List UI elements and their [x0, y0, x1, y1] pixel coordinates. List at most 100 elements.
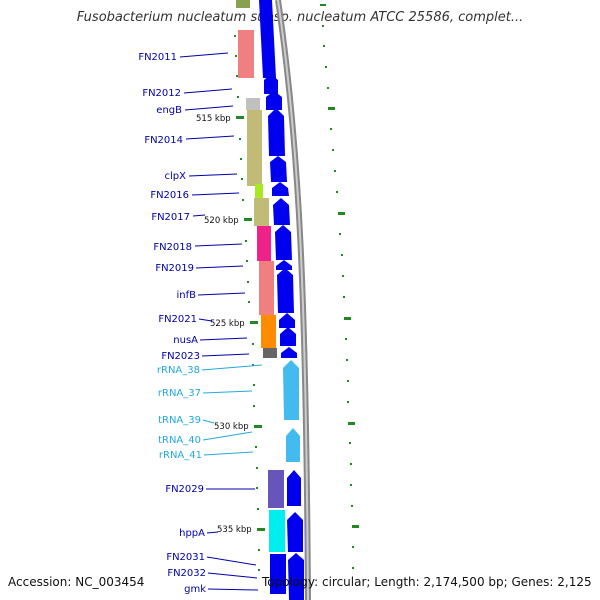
leader-line	[192, 214, 206, 217]
scale-tick-minor	[256, 467, 258, 469]
gene-label[interactable]: FN2012	[142, 88, 181, 99]
leader-line	[194, 243, 243, 247]
scale-tick-minor	[239, 138, 241, 140]
cog-block	[246, 98, 260, 110]
gene-label[interactable]: FN2014	[144, 135, 183, 146]
kbp-labels: 515 kbp 520 kbp 525 kbp 530 kbp 535 kbp	[196, 114, 252, 535]
gene-label[interactable]: gmk	[184, 584, 206, 595]
scale-tick-minor	[341, 254, 343, 256]
map-title: Fusobacterium nucleatum subsp. nucleatum…	[76, 10, 524, 25]
rna-label[interactable]: rRNA_38	[157, 365, 200, 376]
scale-tick-major	[320, 4, 326, 6]
scale-ticks	[234, 4, 359, 571]
leader-line	[201, 364, 263, 371]
rna-label[interactable]: tRNA_39	[158, 415, 201, 426]
leader-line	[207, 572, 258, 579]
cds-arrow	[268, 108, 285, 156]
scale-tick-major	[254, 425, 262, 428]
gene-label[interactable]: clpX	[165, 171, 187, 182]
cds-arrow	[273, 198, 290, 225]
scale-tick-minor	[257, 508, 259, 510]
gene-label[interactable]: FN2031	[166, 552, 205, 563]
leader-line	[183, 88, 233, 94]
scale-tick-minor	[235, 55, 237, 57]
gene-label[interactable]: infB	[177, 290, 197, 301]
feature-arrows	[259, 0, 304, 600]
scale-tick-minor	[322, 25, 324, 27]
scale-tick-minor	[256, 487, 258, 489]
leader-line	[206, 556, 257, 566]
cds-arrow	[264, 74, 278, 94]
rna-label[interactable]: rRNA_41	[159, 450, 202, 461]
scale-tick-minor	[327, 87, 329, 89]
leader-line	[185, 135, 235, 140]
leader-line	[201, 353, 250, 357]
scale-tick-minor	[325, 66, 327, 68]
leader-lines	[179, 52, 263, 591]
scale-tick-minor	[346, 359, 348, 361]
scale-tick-major	[328, 107, 335, 110]
scale-tick-minor	[323, 45, 325, 47]
leader-line	[191, 192, 240, 196]
rna-label[interactable]: rRNA_37	[158, 388, 201, 399]
scale-tick-minor	[245, 240, 247, 242]
scale-tick-minor	[352, 567, 354, 569]
scale-tick-minor	[336, 191, 338, 193]
scale-tick-major	[344, 317, 351, 320]
leader-line	[184, 105, 234, 111]
scale-tick-major	[338, 212, 345, 215]
scale-tick-minor	[255, 446, 257, 448]
scale-tick-minor	[352, 546, 354, 548]
scale-tick-minor	[253, 405, 255, 407]
cog-block	[268, 470, 284, 508]
gene-label[interactable]: FN2032	[167, 568, 206, 579]
scale-tick-major	[236, 116, 244, 119]
cds-arrow	[276, 260, 292, 270]
gene-label[interactable]: FN2016	[150, 190, 189, 201]
scale-tick-minor	[345, 338, 347, 340]
leader-line	[188, 173, 238, 177]
cog-blocks	[236, 0, 286, 594]
cog-block	[236, 0, 250, 8]
gene-label[interactable]: FN2018	[153, 242, 192, 253]
leader-line	[199, 337, 248, 341]
cds-arrow	[281, 347, 297, 358]
scale-tick-major	[348, 422, 355, 425]
scale-tick-minor	[332, 149, 334, 151]
cds-arrow	[287, 470, 301, 506]
scale-tick-minor	[253, 384, 255, 386]
cds-arrow	[275, 225, 292, 260]
cog-block	[247, 110, 262, 186]
gene-label[interactable]: FN2029	[165, 484, 204, 495]
leader-line	[203, 451, 254, 456]
scale-tick-major	[244, 218, 252, 221]
rna-label[interactable]: tRNA_40	[158, 435, 201, 446]
gene-label[interactable]: FN2019	[155, 263, 194, 274]
cds-arrow	[270, 156, 287, 182]
scale-tick-minor	[351, 505, 353, 507]
leader-line	[202, 390, 253, 394]
leader-line	[198, 318, 213, 322]
gene-label[interactable]: engB	[156, 105, 182, 116]
scale-tick-minor	[241, 178, 243, 180]
cog-block	[254, 198, 269, 226]
gene-label[interactable]: FN2011	[138, 52, 177, 63]
scale-tick-minor	[330, 128, 332, 130]
gene-label[interactable]: FN2023	[161, 351, 200, 362]
scale-tick-minor	[252, 364, 254, 366]
scale-tick-minor	[242, 199, 244, 201]
leader-line	[206, 531, 219, 534]
gene-label[interactable]: nusA	[173, 335, 198, 346]
gene-label[interactable]: FN2017	[151, 212, 190, 223]
cds-arrow	[266, 91, 282, 110]
rna-arrow	[286, 428, 300, 462]
leader-line	[207, 588, 259, 591]
cds-arrow	[259, 0, 276, 78]
scale-tick-minor	[258, 569, 260, 571]
leader-line	[179, 52, 229, 58]
feature-labels: FN2011 FN2012 engB FN2014 clpX FN2016 FN…	[138, 52, 206, 595]
gene-label[interactable]: FN2021	[158, 314, 197, 325]
scale-tick-minor	[350, 463, 352, 465]
gene-label[interactable]: hppA	[179, 528, 205, 539]
